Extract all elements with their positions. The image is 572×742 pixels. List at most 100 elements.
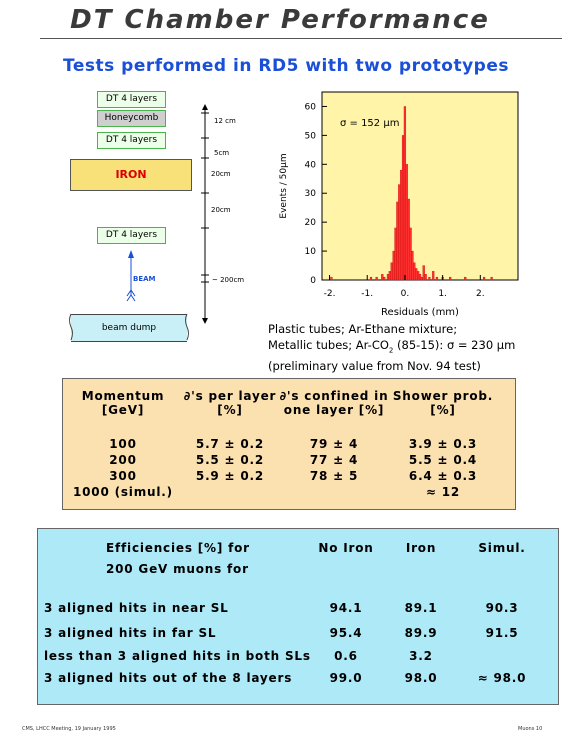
caption-line-2: Metallic tubes; Ar-CO2 (85-15): σ = 230 … (268, 338, 516, 355)
histogram-bar (411, 250, 414, 281)
histogram-bar (432, 271, 435, 281)
distance-label-3: 20cm (211, 170, 231, 178)
t1-cell: ≈ 12 (425, 485, 461, 499)
t2-cell: 91.5 (485, 626, 519, 640)
page-subtitle: Tests performed in RD5 with two prototyp… (63, 56, 509, 76)
t2-col-iron: Iron (405, 541, 437, 555)
t1-cell: 6.4 ± 0.3 (408, 469, 478, 483)
efficiency-table: Efficiencies [%] for 200 GeV muons for N… (37, 528, 559, 705)
histogram-bar (407, 198, 410, 281)
histogram-bar (413, 262, 416, 281)
dimension-arrow-bottom (202, 318, 208, 324)
plot-area (321, 91, 519, 281)
t1-cell: 77 ± 4 (309, 453, 359, 467)
iron-block: IRON (70, 159, 192, 191)
page-title: DT Chamber Performance (70, 5, 490, 35)
histogram-bar (400, 169, 403, 281)
t2-cell: 0.6 (334, 649, 358, 663)
dt-layer-box-far: DT 4 layers (97, 227, 166, 244)
t2-cell: ≈ 98.0 (477, 671, 527, 685)
histogram-bar (396, 201, 399, 281)
t2-cell: 95.4 (329, 626, 363, 640)
t1-cell: 79 ± 4 (309, 437, 359, 451)
honeycomb-box: Honeycomb (97, 110, 166, 127)
y-tick-label: 0 (310, 276, 316, 286)
y-tick-label: 50 (305, 131, 317, 141)
distance-label-1: 12 cm (214, 117, 236, 125)
footer-right: Muons 10 (518, 726, 543, 732)
y-tick-label: 60 (305, 102, 317, 112)
distance-label-2: 5cm (214, 149, 230, 157)
histogram-bar (369, 276, 373, 281)
distance-label-4: 20cm (211, 206, 231, 214)
y-axis-label: Events / 50μm (279, 153, 289, 218)
t2-row-label: 3 aligned hits out of the 8 layers (44, 671, 293, 685)
histogram-bar (464, 276, 467, 281)
histogram-bar (422, 265, 425, 281)
dt-layer-box-2: DT 4 layers (97, 132, 166, 149)
t2-cell: 89.9 (404, 626, 438, 640)
t2-cell: 89.1 (404, 601, 438, 615)
t2-col-simul: Simul. (478, 541, 526, 555)
t1-cell: 300 (109, 469, 137, 483)
x-axis-label: Residuals (mm) (381, 307, 459, 318)
histogram-bar (383, 276, 386, 281)
t2-header-line-2: 200 GeV muons for (106, 562, 249, 576)
title-rule (40, 38, 562, 39)
histogram-bar (375, 276, 378, 281)
t2-row-label: 3 aligned hits in far SL (44, 626, 217, 640)
histogram-bar (403, 106, 407, 281)
t2-header-line-1: Efficiencies [%] for (106, 541, 250, 555)
histogram-bar (428, 276, 431, 281)
beam-arrow-tail (126, 289, 136, 302)
t1-header-confined: ∂'s confined in one layer [%] (279, 389, 389, 417)
t1-cell: 5.5 ± 0.2 (195, 453, 265, 467)
t1-cell: 1000 (simul.) (73, 485, 173, 499)
t2-cell: 90.3 (485, 601, 519, 615)
histogram-bar (409, 227, 412, 281)
t2-row-label: less than 3 aligned hits in both SLs (44, 649, 311, 663)
x-tick-label: -1. (361, 289, 373, 299)
t1-cell: 100 (109, 437, 137, 451)
histogram-bar (449, 276, 452, 281)
histogram-bar (405, 164, 408, 281)
t2-cell: 99.0 (329, 671, 363, 685)
t2-col-no-iron: No Iron (318, 541, 374, 555)
distance-label-5: ~ 200cm (212, 276, 245, 284)
delta-ray-table: Momentum [GeV] ∂'s per layer [%] ∂'s confi… (62, 378, 516, 510)
dimension-ticks (201, 112, 209, 283)
histogram-bar (381, 274, 384, 281)
t1-cell: 5.5 ± 0.4 (408, 453, 478, 467)
histogram-bar (398, 184, 401, 281)
caption-line-3: (preliminary value from Nov. 94 test) (268, 359, 481, 374)
histogram-bar (424, 274, 427, 281)
histogram-bar (394, 227, 397, 281)
t1-header-momentum: Momentum [GeV] (81, 389, 165, 417)
t1-cell: 200 (109, 453, 137, 467)
t1-cell: 78 ± 5 (309, 469, 359, 483)
t1-header-per-layer: ∂'s per layer [%] (183, 389, 277, 417)
histogram-bar (417, 271, 420, 281)
histogram-bar (330, 276, 333, 281)
histogram-bar (392, 250, 395, 281)
x-tick-label: 1. (438, 289, 447, 299)
caption-line-1: Plastic tubes; Ar-Ethane mixture; (268, 322, 458, 336)
dt-layer-box-1: DT 4 layers (97, 91, 166, 108)
histogram-bar (390, 262, 393, 281)
y-tick-label: 10 (305, 247, 317, 257)
t1-cell: 5.7 ± 0.2 (195, 437, 265, 451)
histogram-axes: 0 10 20 30 40 50 60 -2. -1. 0. 1. 2. (305, 102, 485, 299)
histogram-bar (435, 276, 439, 281)
histogram-bar (490, 276, 493, 281)
histogram-bar (415, 268, 418, 281)
y-tick-label: 30 (305, 189, 317, 199)
x-tick-label: -2. (324, 289, 336, 299)
t2-row-label: 3 aligned hits in near SL (44, 601, 229, 615)
histogram-bar (388, 271, 391, 281)
x-tick-label: 0. (401, 289, 410, 299)
beam-label: BEAM (133, 275, 156, 283)
dump-right-edge (185, 313, 189, 341)
histogram-bar (418, 274, 422, 281)
